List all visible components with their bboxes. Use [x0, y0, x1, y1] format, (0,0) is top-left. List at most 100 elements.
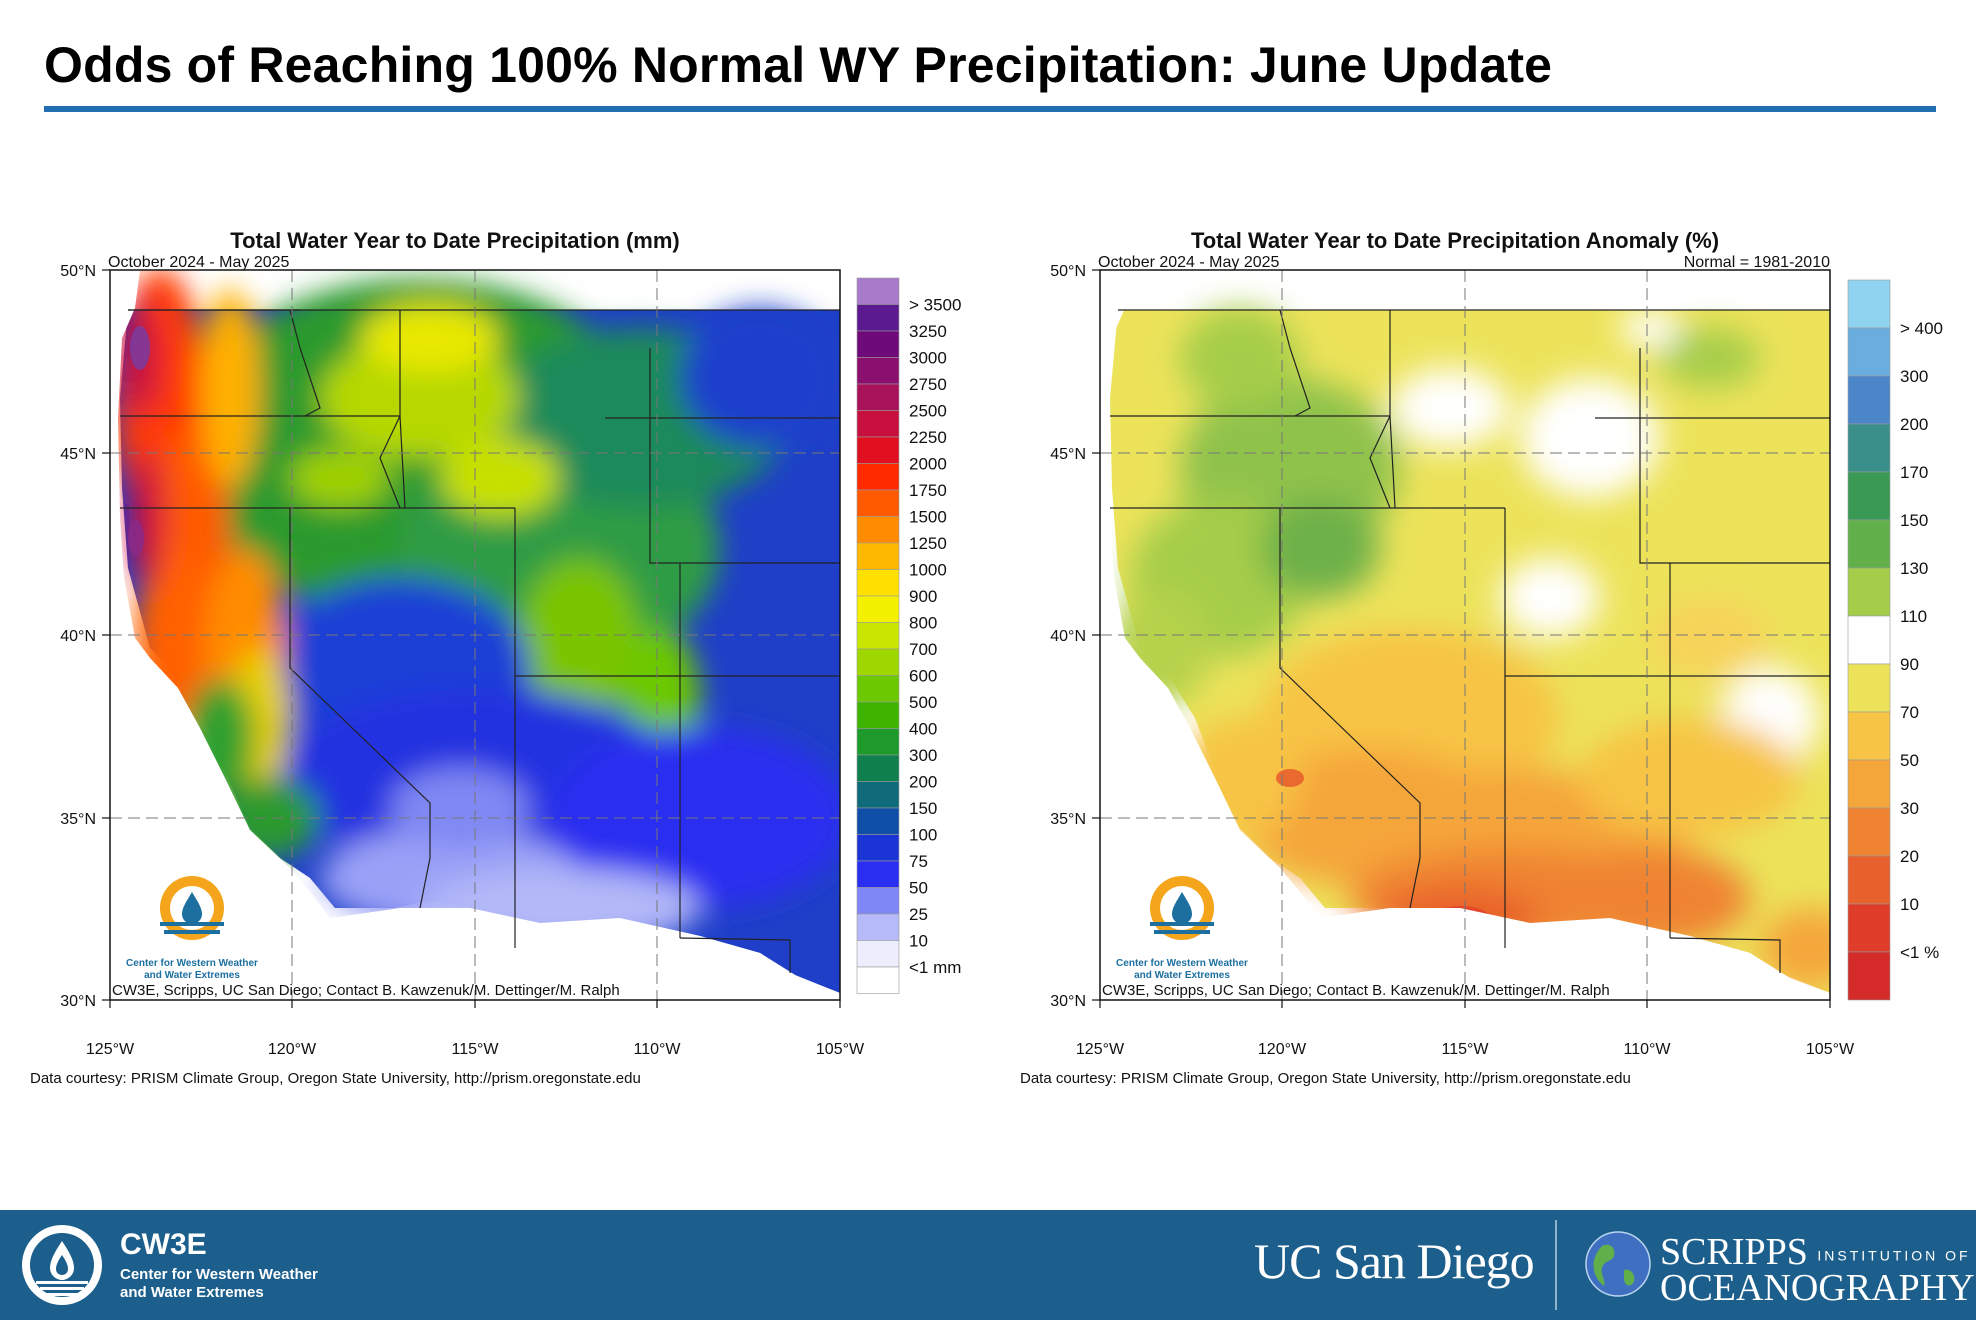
legend-label: 2000: [909, 455, 947, 474]
legend-swatch: [856, 516, 900, 544]
legend-label: 30: [1900, 799, 1919, 818]
legend-label: 1250: [909, 534, 947, 553]
legend-swatch: [1847, 423, 1891, 473]
lat-label: 40°N: [60, 628, 96, 645]
lon-label: 110°W: [633, 1041, 681, 1058]
precipitation-field: [115, 270, 840, 993]
legend-swatch: [1847, 375, 1891, 425]
legend-swatch: [856, 357, 900, 385]
legend-swatch: [1847, 711, 1891, 761]
lat-label: 40°N: [1050, 628, 1086, 645]
legend-label: 170: [1900, 463, 1928, 482]
legend-label: 75: [909, 852, 928, 871]
footer-bar: CW3E Center for Western Weather and Wate…: [0, 1210, 1976, 1320]
precipitation-legend: > 3500 3250 3000 2750 2500 2250 2000 1750 1500 12…: [856, 277, 961, 994]
legend-swatch: [856, 542, 900, 570]
footer-subtitle: Center for Western Weather and Water Ext…: [120, 1266, 318, 1302]
lon-label: 115°W: [451, 1041, 499, 1058]
legend-label: 200: [1900, 415, 1928, 434]
legend-swatch: [1847, 855, 1891, 905]
legend-swatch: [1847, 903, 1891, 953]
precipitation-map-panel: Total Water Year to Date Precipitation (…: [0, 218, 980, 1098]
legend-swatch: [856, 410, 900, 438]
footer-subtitle-line: and Water Extremes: [120, 1284, 264, 1301]
legend-swatch: [856, 330, 900, 358]
legend-swatch: [856, 675, 900, 703]
map-normal: Normal = 1981-2010: [1684, 254, 1830, 271]
legend-label: > 400: [1900, 319, 1943, 338]
data-source: Data courtesy: PRISM Climate Group, Oreg…: [1020, 1070, 1631, 1087]
legend-label: 150: [1900, 511, 1928, 530]
pacific-ocean: [110, 270, 330, 918]
legend-swatch: [856, 701, 900, 729]
scripps-institution: INSTITUTION OF: [1817, 1247, 1971, 1264]
legend-label: 3250: [909, 322, 947, 341]
lon-label: 120°W: [1258, 1041, 1307, 1058]
legend-swatch: [856, 569, 900, 597]
footer-divider: [1555, 1220, 1557, 1310]
legend-swatch: [1847, 327, 1891, 377]
legend-label: > 3500: [909, 296, 961, 315]
logo-text: Center for Western Weather: [1116, 958, 1248, 969]
cw3e-map-logo: Center for Western Weather and Water Ext…: [126, 876, 258, 981]
legend-swatch: [856, 966, 900, 994]
legend-label: 3000: [909, 349, 947, 368]
legend-swatch: [856, 834, 900, 862]
legend-label: <1 %: [1900, 943, 1939, 962]
legend-label: 100: [909, 826, 937, 845]
legend-label: 50: [1900, 751, 1919, 770]
legend-label: <1 mm: [909, 958, 961, 977]
anomaly-legend: > 400 300 200 170 150 130 110 90 70 50 30 20 10 <1 %: [1847, 279, 1943, 1001]
axis-ticks: [1092, 269, 1831, 1008]
slide-title: Odds of Reaching 100% Normal WY Precipit…: [44, 37, 1553, 93]
anomaly-field: [1110, 308, 1830, 993]
legend-swatch: [856, 383, 900, 411]
ucsd-wordmark: UC San Diego: [1254, 1233, 1535, 1289]
legend-swatch: [856, 463, 900, 491]
legend-swatch: [1847, 807, 1891, 857]
data-source: Data courtesy: PRISM Climate Group, Oreg…: [30, 1070, 641, 1087]
legend-swatch: [1847, 615, 1891, 665]
legend-label: 500: [909, 693, 937, 712]
legend-swatch: [856, 277, 900, 305]
legend-label: 2750: [909, 375, 947, 394]
legend-label: 1500: [909, 508, 947, 527]
legend-swatch: [1847, 663, 1891, 713]
cw3e-logo-icon: [22, 1225, 102, 1305]
legend-label: 1000: [909, 561, 947, 580]
graticule: [110, 270, 840, 1000]
legend-swatch: [856, 860, 900, 888]
lon-label: 115°W: [1441, 1041, 1489, 1058]
legend-label: 600: [909, 667, 937, 686]
pacific-ocean: [1100, 270, 1320, 918]
state-borders: [120, 309, 840, 973]
scripps-wordmark-top: SCRIPPS INSTITUTION OF: [1660, 1230, 1971, 1274]
legend-label: 1750: [909, 481, 947, 500]
scripps-name: SCRIPPS: [1660, 1231, 1808, 1273]
footer-brand: CW3E: [120, 1228, 207, 1261]
lon-label: 120°W: [268, 1041, 317, 1058]
legend-swatch: [1847, 951, 1891, 1001]
logo-text: and Water Extremes: [1134, 970, 1230, 981]
lon-label: 125°W: [86, 1041, 135, 1058]
legend-swatch: [1847, 759, 1891, 809]
globe-icon: [1585, 1231, 1651, 1297]
anomaly-map-panel: Total Water Year to Date Precipitation A…: [990, 218, 1970, 1098]
logo-text: and Water Extremes: [144, 970, 240, 981]
legend-label: 150: [909, 799, 937, 818]
axis-ticks: [102, 269, 841, 1008]
lat-label: 50°N: [1050, 263, 1086, 280]
legend-swatch: [856, 940, 900, 968]
legend-swatch: [856, 648, 900, 676]
legend-label: 90: [1900, 655, 1919, 674]
legend-swatch: [1847, 519, 1891, 569]
legend-swatch: [1847, 471, 1891, 521]
legend-label: 2500: [909, 402, 947, 421]
legend-label: 700: [909, 640, 937, 659]
lat-label: 30°N: [60, 993, 96, 1010]
lon-label: 110°W: [1623, 1041, 1671, 1058]
legend-label: 300: [909, 746, 937, 765]
lat-label: 45°N: [60, 446, 96, 463]
map-period: October 2024 - May 2025: [1098, 254, 1280, 271]
legend-swatch: [856, 595, 900, 623]
